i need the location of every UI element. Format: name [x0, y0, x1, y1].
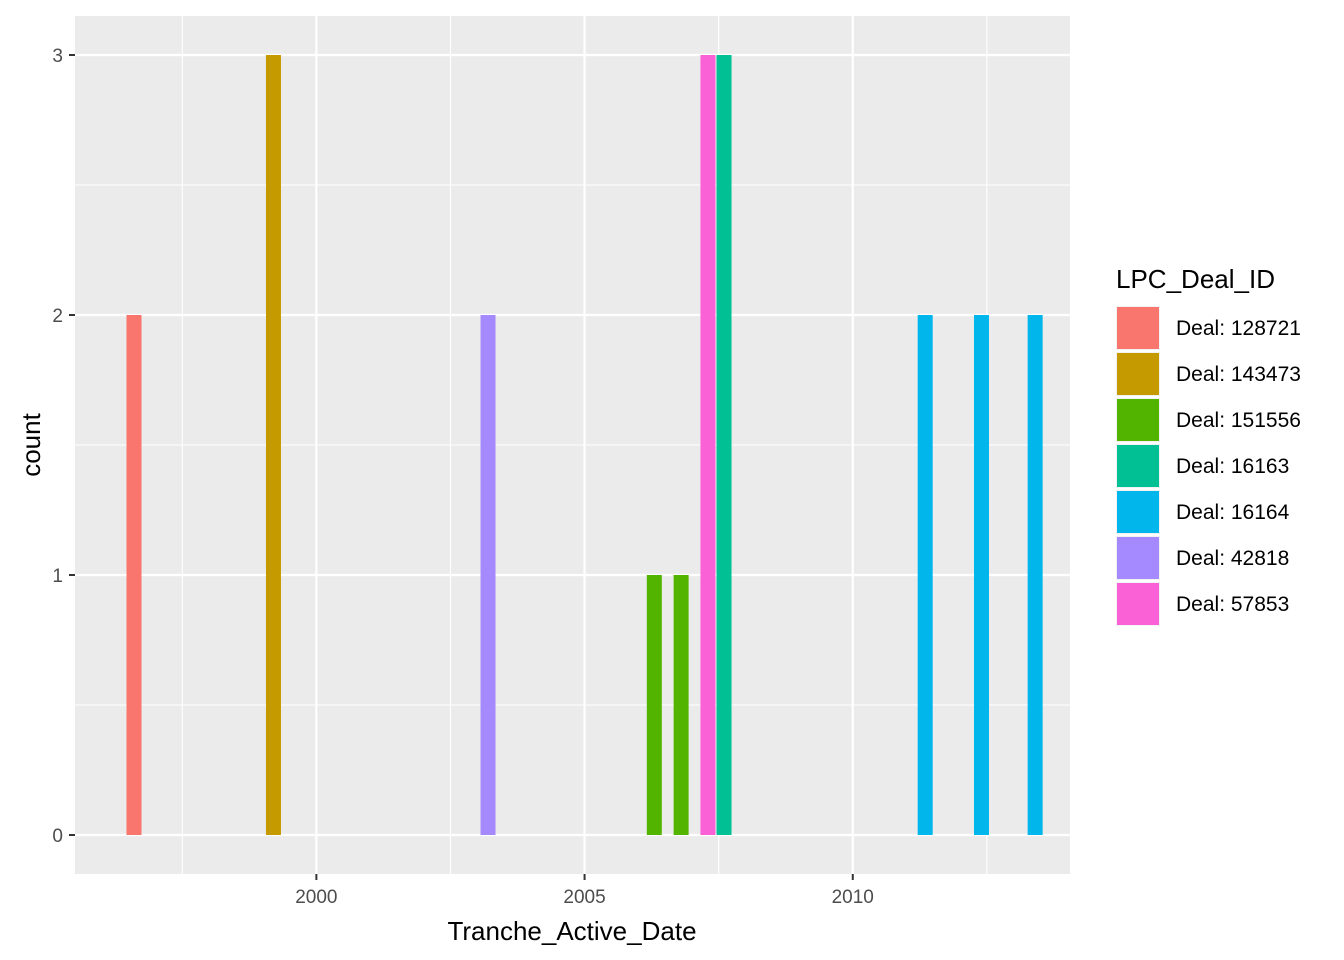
bar	[1027, 315, 1043, 835]
legend: LPC_Deal_ID Deal: 128721 Deal: 143473 Deal…	[1116, 264, 1301, 626]
legend-label: Deal: 16164	[1176, 501, 1290, 524]
legend-label: Deal: 16163	[1176, 455, 1289, 478]
bar	[673, 575, 689, 835]
legend-title: LPC_Deal_ID	[1116, 264, 1275, 294]
y-axis-title: count	[16, 412, 46, 476]
bar	[126, 315, 142, 835]
bar	[646, 575, 662, 835]
bar	[265, 55, 281, 835]
major-gridlines	[75, 16, 1070, 874]
y-tick-label: 3	[52, 46, 63, 67]
legend-label: Deal: 42818	[1176, 547, 1289, 570]
legend-key	[1117, 445, 1159, 487]
bar	[973, 315, 989, 835]
y-axis: 0 1 2 3	[52, 46, 75, 847]
legend-label: Deal: 143473	[1176, 363, 1301, 386]
legend-label: Deal: 57853	[1176, 593, 1289, 616]
legend-key	[1117, 537, 1159, 579]
legend-key	[1117, 491, 1159, 533]
x-axis: 2000 2005 2010	[295, 874, 874, 908]
bar	[917, 315, 933, 835]
y-tick-label: 0	[52, 826, 63, 847]
legend-label: Deal: 151556	[1176, 409, 1301, 432]
legend-key	[1117, 399, 1159, 441]
x-tick-label: 2010	[832, 887, 874, 908]
y-tick-label: 2	[52, 306, 63, 327]
y-tick-label: 1	[52, 566, 63, 587]
x-tick-label: 2005	[563, 887, 605, 908]
bar	[716, 55, 732, 835]
bar	[700, 55, 716, 835]
bar	[480, 315, 496, 835]
legend-key	[1117, 583, 1159, 625]
legend-label: Deal: 128721	[1176, 317, 1301, 340]
bars	[126, 55, 1043, 835]
legend-key	[1117, 307, 1159, 349]
x-tick-label: 2000	[295, 887, 337, 908]
x-axis-title: Tranche_Active_Date	[447, 916, 696, 946]
legend-key	[1117, 353, 1159, 395]
